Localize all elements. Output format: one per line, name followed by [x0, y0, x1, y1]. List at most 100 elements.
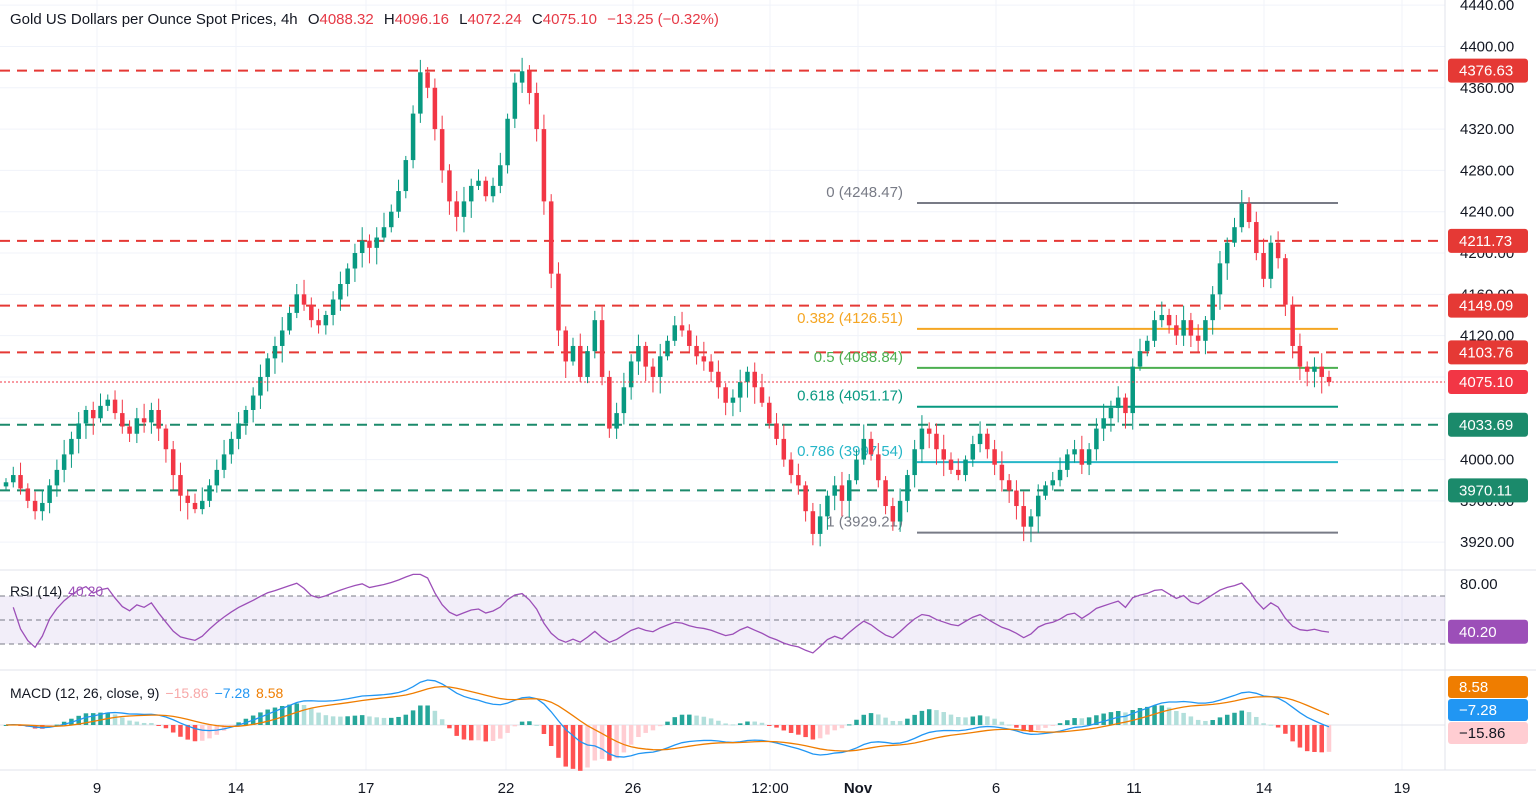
candle-body: [83, 409, 89, 424]
level-tag-bg: [1448, 228, 1528, 253]
macd-histogram-bar: [512, 725, 518, 727]
candle-body: [25, 488, 31, 501]
macd-histogram-bar: [1035, 725, 1041, 731]
time-tick-label: 14: [1256, 780, 1273, 797]
macd-line: [5, 679, 1330, 758]
candle-body: [461, 201, 467, 217]
candle-body: [396, 191, 401, 212]
macd-line-tag-bg: [1448, 699, 1528, 721]
macd-histogram-bar: [1014, 725, 1019, 728]
candle-body: [570, 345, 576, 362]
level-tag: 4103.76: [1459, 344, 1513, 361]
candle-body: [3, 482, 9, 487]
candle-body: [636, 345, 641, 362]
macd-histogram-bar: [825, 725, 830, 735]
candle-body: [476, 180, 481, 186]
fib-level-label: 0.5 (4088.84): [814, 349, 903, 366]
candle-body: [672, 325, 678, 341]
macd-histogram-bar: [1166, 707, 1172, 725]
candle-body: [912, 449, 917, 476]
candle-body: [1130, 366, 1135, 414]
candle-body: [1086, 449, 1092, 465]
candle-body: [926, 428, 932, 434]
level-tag-bg: [1448, 478, 1528, 503]
candle-body: [650, 366, 656, 377]
candle-body: [170, 449, 176, 476]
macd-histogram-bar: [665, 721, 670, 725]
rsi-tag: 40.20: [1459, 624, 1497, 641]
candle-body: [156, 409, 161, 429]
time-tick-label: 6: [992, 780, 1000, 797]
macd-histogram-bar: [854, 719, 859, 725]
macd-histogram-bar: [781, 725, 787, 731]
macd-histogram-bar: [774, 725, 779, 728]
macd-histogram-bar: [1319, 725, 1324, 753]
macd-histogram-bar: [1021, 725, 1026, 732]
candle-body: [47, 485, 52, 503]
change-value: −13.25 (−0.32%): [607, 11, 719, 28]
macd-histogram-bar: [643, 725, 648, 733]
candle-body: [934, 433, 939, 450]
macd-histogram-bar: [389, 717, 394, 725]
open-label: O: [307, 11, 320, 28]
macd-histogram-bar: [999, 721, 1005, 725]
candle-body: [1115, 397, 1121, 408]
candle-body: [527, 71, 532, 93]
candle-body: [309, 304, 314, 321]
candle-body: [32, 500, 38, 512]
macd-line-value: −7.28: [214, 685, 251, 701]
price-tick-label: 4400.00: [1460, 38, 1514, 55]
macd-histogram-bar: [621, 725, 627, 753]
macd-histogram-bar: [912, 714, 917, 725]
candle-body: [1152, 320, 1157, 341]
time-tick-label: 9: [93, 780, 101, 797]
candle-body: [54, 469, 60, 486]
macd-histogram-bar: [418, 705, 423, 725]
macd-histogram-bar: [745, 721, 750, 725]
candle-body: [1239, 203, 1245, 228]
macd-histogram-bar: [207, 725, 212, 739]
macd-histogram-bar: [1188, 716, 1194, 725]
candle-body: [788, 459, 794, 476]
macd-histogram-bar: [992, 718, 997, 725]
level-tag-bg: [1448, 340, 1528, 365]
candle-body: [868, 438, 874, 455]
candle-body: [1232, 227, 1237, 243]
candle-body: [90, 409, 96, 419]
candle-body: [563, 330, 568, 362]
candle-body: [876, 454, 881, 481]
candle-body: [1275, 242, 1281, 259]
candle-body: [1174, 325, 1179, 336]
macd-histogram-bar: [1217, 717, 1223, 725]
macd-histogram-bar: [236, 722, 241, 725]
candle-body: [410, 113, 416, 161]
candle-body: [963, 459, 968, 476]
level-tag: 4211.73: [1459, 233, 1512, 250]
candle-body: [163, 428, 169, 450]
level-tag-bg: [1448, 58, 1528, 83]
candle-body: [708, 361, 714, 372]
candle-body: [301, 294, 307, 305]
macd-histogram-bar: [192, 725, 198, 742]
candle-body: [519, 71, 525, 83]
candle-body: [134, 418, 140, 434]
macd-histogram-bar: [178, 725, 183, 737]
candle-body: [599, 320, 605, 377]
symbol-title: Gold US Dollars per Ounce Spot Prices, 4…: [10, 11, 298, 28]
macd-histogram-bar: [1297, 725, 1303, 748]
candle-body: [1159, 314, 1165, 321]
candle-body: [389, 211, 394, 228]
candle-body: [556, 273, 561, 331]
candle-body: [1123, 397, 1128, 414]
macd-histogram-bar: [846, 724, 852, 726]
macd-histogram-bar: [897, 721, 903, 725]
macd-histogram-bar: [752, 721, 757, 725]
candle-body: [200, 500, 205, 510]
candle-body: [323, 314, 329, 326]
candle-body: [1043, 485, 1048, 496]
candle-body: [687, 330, 692, 346]
candle-body: [381, 227, 387, 238]
candle-body: [1224, 242, 1230, 264]
